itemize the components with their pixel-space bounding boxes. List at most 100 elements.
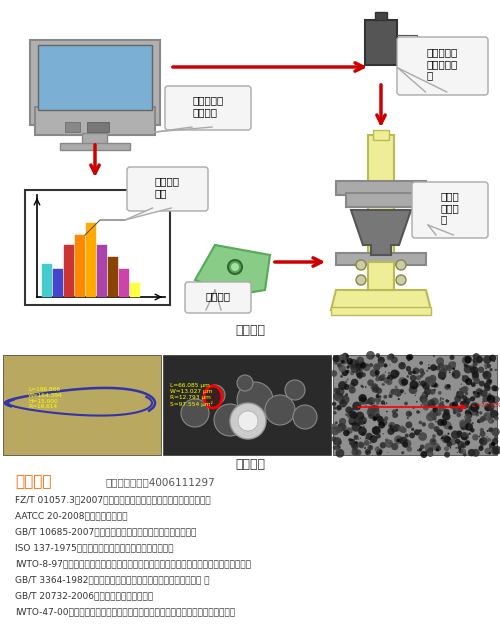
Circle shape [358, 417, 367, 424]
Circle shape [477, 388, 480, 392]
Circle shape [459, 388, 462, 390]
Circle shape [494, 401, 496, 404]
Circle shape [432, 435, 436, 438]
Circle shape [480, 444, 484, 447]
Bar [60, 143, 130, 150]
Circle shape [468, 406, 472, 410]
Circle shape [398, 426, 405, 433]
Circle shape [476, 411, 479, 413]
Circle shape [472, 449, 480, 457]
Circle shape [341, 360, 345, 364]
Circle shape [416, 430, 417, 432]
Circle shape [455, 438, 460, 444]
Circle shape [335, 394, 342, 401]
Circle shape [390, 388, 396, 395]
Circle shape [360, 362, 366, 369]
Circle shape [438, 368, 447, 376]
Circle shape [432, 443, 440, 451]
Circle shape [483, 355, 492, 364]
Circle shape [370, 435, 378, 443]
Circle shape [354, 360, 360, 365]
Circle shape [354, 418, 358, 422]
Circle shape [394, 435, 403, 444]
Circle shape [386, 403, 388, 404]
Circle shape [451, 431, 460, 439]
Circle shape [437, 419, 444, 426]
FancyBboxPatch shape [127, 167, 208, 211]
Circle shape [441, 435, 450, 443]
Circle shape [430, 438, 436, 445]
Circle shape [230, 403, 266, 439]
Circle shape [400, 380, 406, 387]
Circle shape [350, 441, 358, 448]
Circle shape [337, 362, 342, 367]
Circle shape [456, 431, 462, 436]
Circle shape [444, 384, 450, 390]
Circle shape [384, 371, 386, 372]
Text: 适用标准: 适用标准 [15, 474, 52, 490]
Circle shape [426, 413, 435, 421]
Bar [35, 107, 155, 135]
Circle shape [480, 390, 488, 397]
Bar [119, 269, 129, 297]
Circle shape [489, 447, 490, 449]
Circle shape [446, 399, 449, 403]
Circle shape [349, 387, 356, 394]
Circle shape [346, 406, 352, 413]
Circle shape [360, 385, 363, 387]
Circle shape [376, 377, 380, 381]
Circle shape [436, 449, 439, 451]
Circle shape [470, 396, 475, 401]
Circle shape [418, 420, 422, 424]
Circle shape [354, 441, 358, 445]
Circle shape [384, 395, 388, 399]
Circle shape [342, 369, 348, 376]
Circle shape [377, 416, 384, 423]
Circle shape [356, 412, 364, 420]
Circle shape [396, 389, 398, 391]
Bar [130, 283, 140, 297]
Circle shape [418, 432, 427, 441]
Circle shape [340, 356, 348, 364]
Circle shape [480, 416, 486, 422]
Circle shape [398, 377, 407, 385]
Circle shape [377, 449, 382, 454]
Circle shape [418, 448, 422, 452]
Circle shape [440, 401, 444, 404]
Circle shape [378, 356, 385, 364]
Circle shape [332, 355, 340, 362]
Text: 图像分析系
统软硬件: 图像分析系 统软硬件 [192, 95, 224, 116]
Circle shape [400, 380, 404, 383]
Circle shape [336, 426, 342, 433]
Circle shape [478, 436, 480, 437]
Circle shape [450, 355, 454, 360]
Circle shape [335, 363, 337, 365]
Circle shape [349, 418, 354, 423]
Circle shape [470, 408, 478, 415]
Circle shape [474, 392, 479, 398]
Bar [25, 190, 170, 305]
Circle shape [352, 408, 354, 410]
Circle shape [366, 351, 375, 360]
FancyBboxPatch shape [185, 282, 251, 313]
Circle shape [237, 375, 253, 391]
Circle shape [483, 412, 492, 420]
Circle shape [452, 433, 454, 434]
Circle shape [345, 381, 348, 383]
Circle shape [369, 358, 370, 359]
Circle shape [428, 422, 434, 429]
Circle shape [378, 399, 380, 402]
Circle shape [387, 377, 388, 379]
Circle shape [368, 397, 376, 405]
Circle shape [350, 371, 354, 375]
Circle shape [484, 383, 490, 388]
Text: L=196.866
W=164.394
H=15.000
R=16.614: L=196.866 W=164.394 H=15.000 R=16.614 [28, 387, 63, 410]
Circle shape [493, 396, 500, 403]
Bar [64, 244, 74, 297]
Circle shape [376, 401, 380, 405]
Circle shape [372, 404, 379, 413]
Circle shape [417, 449, 420, 451]
Circle shape [376, 452, 378, 454]
Circle shape [346, 358, 353, 365]
Circle shape [464, 440, 470, 445]
